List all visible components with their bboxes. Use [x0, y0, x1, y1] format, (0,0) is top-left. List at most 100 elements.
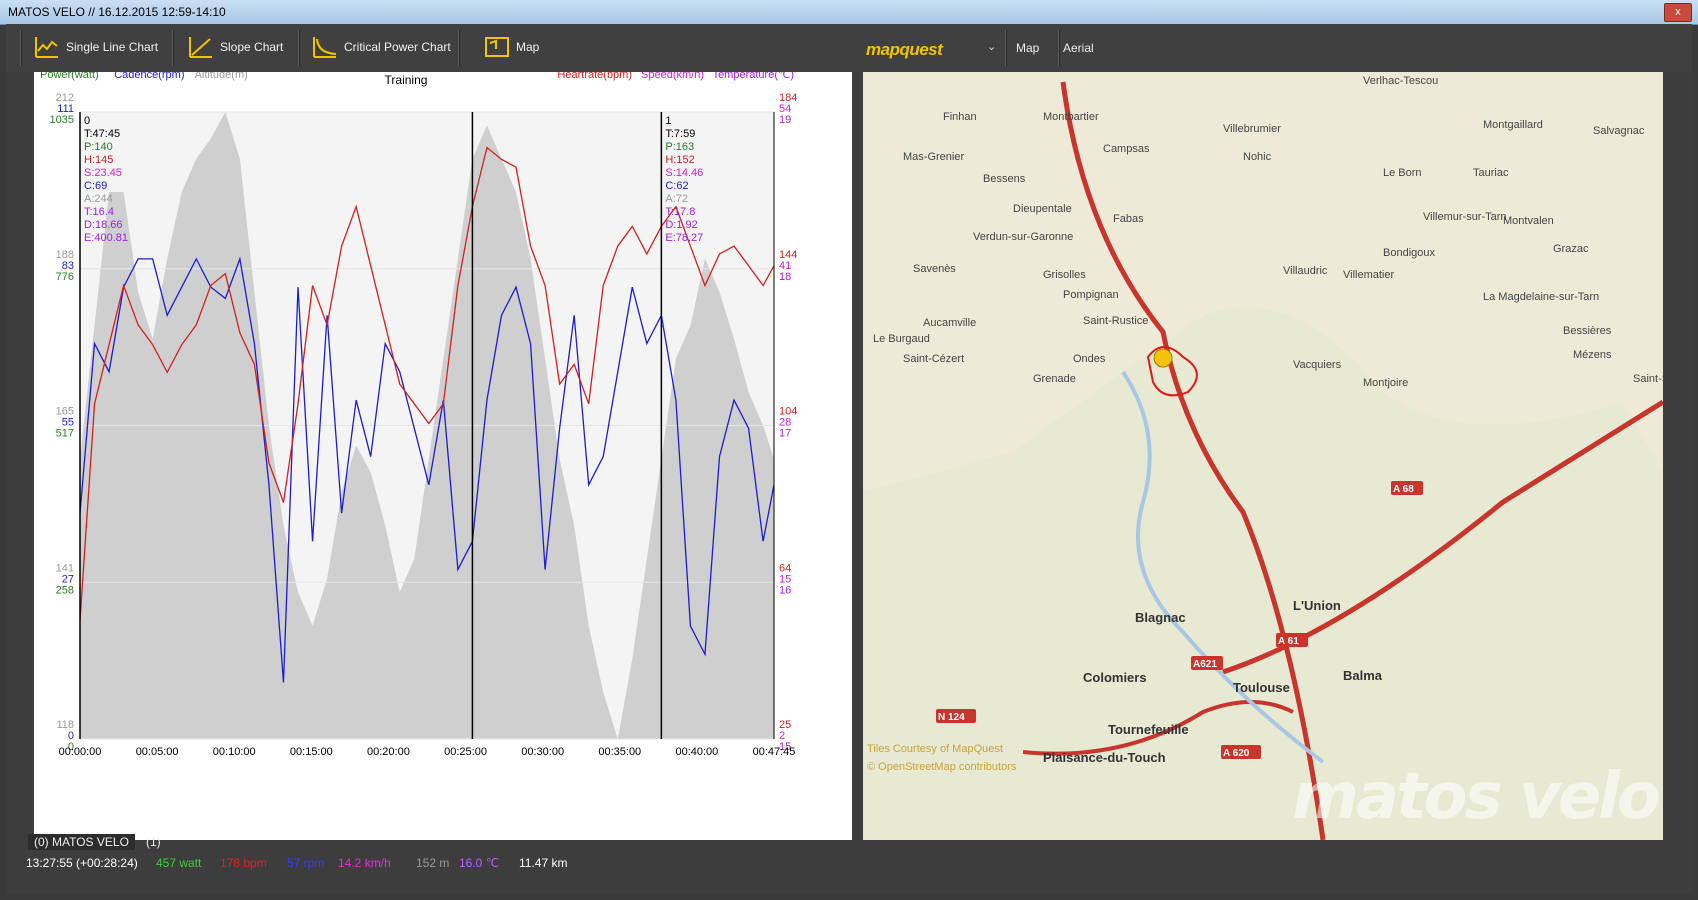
map-place-label: Saint-Cézert: [903, 353, 964, 365]
right-tick-heartrate: 104: [779, 406, 797, 418]
right-tick-speed: 54: [779, 103, 791, 115]
cursor-readout: S:14.46: [665, 167, 703, 179]
cursor-readout: T:17.8: [665, 206, 695, 218]
map-city-label: L'Union: [1293, 598, 1341, 613]
cursor-readout: 0: [84, 115, 90, 127]
status-distance: 11.47 km: [519, 856, 568, 870]
slope-chart-button[interactable]: Slope Chart: [182, 33, 289, 61]
left-tick-power: 517: [56, 428, 74, 440]
road-label: A621: [1193, 659, 1217, 670]
status-time: 13:27:55 (+00:28:24): [26, 856, 138, 870]
cursor-readout: H:145: [84, 154, 113, 166]
map-place-label: Grisolles: [1043, 269, 1086, 281]
left-tick-power: 258: [56, 584, 74, 596]
gps-track: [1146, 346, 1198, 397]
matos-velo-watermark: matos velo: [1292, 760, 1661, 834]
cursor-readout: C:62: [665, 180, 688, 192]
critical-power-chart-button[interactable]: Critical Power Chart: [306, 33, 457, 61]
right-tick-heartrate: 25: [779, 719, 791, 731]
right-tick-speed: 15: [779, 573, 791, 585]
highway: [1060, 81, 1326, 840]
training-chart[interactable]: Training Power(watt) Cadence(rpm) Altitude(…: [34, 72, 852, 840]
right-tick-temperature: 16: [779, 584, 791, 596]
map-tab[interactable]: Map: [1016, 41, 1040, 55]
map-place-label: Saint-Sulpice: [1633, 373, 1663, 385]
map-place-label: Montjoire: [1363, 377, 1408, 389]
left-tick-cadence: 111: [57, 103, 74, 115]
map-place-label: Tauriac: [1473, 167, 1509, 179]
x-tick: 00:25:00: [444, 746, 487, 758]
map-place-label: Campsas: [1103, 143, 1150, 155]
map-place-label: Le Born: [1383, 167, 1422, 179]
map-city-label: Toulouse: [1233, 680, 1290, 695]
map-place-label: Montgaillard: [1483, 119, 1543, 131]
right-tick-heartrate: 64: [779, 562, 791, 574]
left-tick-power: 776: [56, 271, 74, 283]
window-title: MATOS VELO // 16.12.2015 12:59-14:10: [8, 5, 226, 19]
legend-item: Cadence(rpm): [114, 72, 184, 81]
left-tick-altitude: 165: [56, 406, 74, 418]
road-shield: [1391, 481, 1423, 495]
road-label: N 124: [938, 712, 965, 723]
status-bar: (0) MATOS VELO (1) 13:27:55 (+00:28:24) …: [6, 834, 1692, 870]
right-tick-heartrate: 144: [779, 249, 797, 261]
map-place-label: Pompignan: [1063, 289, 1119, 301]
right-tick-temperature: 19: [779, 114, 791, 126]
status-cadence: 57 rpm: [287, 856, 325, 870]
toolbar-separator: [458, 30, 460, 66]
map-place-label: Mézens: [1573, 349, 1612, 361]
cursor-readout: D:18.66: [84, 219, 123, 231]
map-place-label: Villaudric: [1283, 265, 1328, 277]
map-view[interactable]: Verlhac-Tescou Finhan Montbartier Villebrum…: [863, 72, 1663, 840]
map-place-label: Bessens: [983, 173, 1026, 185]
aerial-tab[interactable]: Aerial: [1063, 41, 1094, 55]
map-place-label: Dieupentale: [1013, 203, 1072, 215]
map-place-label: Villematier: [1343, 269, 1394, 281]
map-toolbar-button[interactable]: Map: [478, 33, 545, 61]
map-place-label: Salvagnac: [1593, 125, 1645, 137]
left-tick-altitude: 212: [56, 92, 74, 104]
status-altitude: 152 m: [416, 856, 450, 870]
right-tick-temperature: 17: [779, 428, 791, 440]
x-tick: 00:47:45: [753, 746, 796, 758]
x-tick: 00:35:00: [598, 746, 641, 758]
map-place-label: Fabas: [1113, 213, 1144, 225]
cursor-readout: E:78.27: [665, 232, 703, 244]
window-titlebar: MATOS VELO // 16.12.2015 12:59-14:10 x: [0, 0, 1698, 25]
close-button[interactable]: x: [1664, 3, 1692, 22]
tab-matos-velo[interactable]: (0) MATOS VELO: [28, 834, 135, 850]
toolbar-separator: [298, 30, 300, 66]
cursor-readout: E:400.81: [84, 232, 128, 244]
cursor-readout: C:69: [84, 180, 107, 192]
tab-1[interactable]: (1): [146, 835, 161, 849]
map-place-label: Grenade: [1033, 373, 1076, 385]
right-tick-speed: 2: [779, 730, 785, 742]
cursor-readout: 1: [665, 115, 671, 127]
toolbar-separator: [172, 30, 174, 66]
single-line-chart-button[interactable]: Single Line Chart: [28, 33, 164, 61]
map-canvas[interactable]: Verlhac-Tescou Finhan Montbartier Villebrum…: [863, 72, 1663, 840]
toolbar: Single Line Chart Slope Chart Critical P…: [6, 24, 1692, 72]
map-place-label: Vacquiers: [1293, 359, 1342, 371]
cursor-readout: S:23.45: [84, 167, 122, 179]
legend-item: Speed(km/h): [641, 72, 704, 81]
legend-item: Altitude(m): [195, 72, 248, 81]
training-chart-panel[interactable]: Training Power(watt) Cadence(rpm) Altitude(…: [34, 72, 852, 840]
legend-item: Temperature(℃): [713, 72, 794, 81]
status-speed: 14.2 km/h: [338, 856, 391, 870]
right-tick-temperature: 18: [779, 271, 791, 283]
x-tick: 00:00:00: [59, 746, 102, 758]
left-tick-cadence: 27: [62, 573, 74, 585]
slope-icon: [189, 37, 212, 58]
x-tick: 00:30:00: [521, 746, 564, 758]
x-tick: 00:05:00: [136, 746, 179, 758]
status-temperature: 16.0 ℃: [459, 856, 500, 870]
legend-item: Power(watt): [40, 72, 99, 81]
map-place-label: Verdun-sur-Garonne: [973, 231, 1073, 243]
slope-chart-label: Slope Chart: [220, 40, 284, 54]
critical-power-icon: [313, 37, 337, 58]
chevron-down-icon[interactable]: ⌄: [987, 41, 997, 53]
map-place-label: Saint-Rustice: [1083, 315, 1148, 327]
map-city-label: Colomiers: [1083, 670, 1147, 685]
left-tick-altitude: 141: [56, 562, 74, 574]
